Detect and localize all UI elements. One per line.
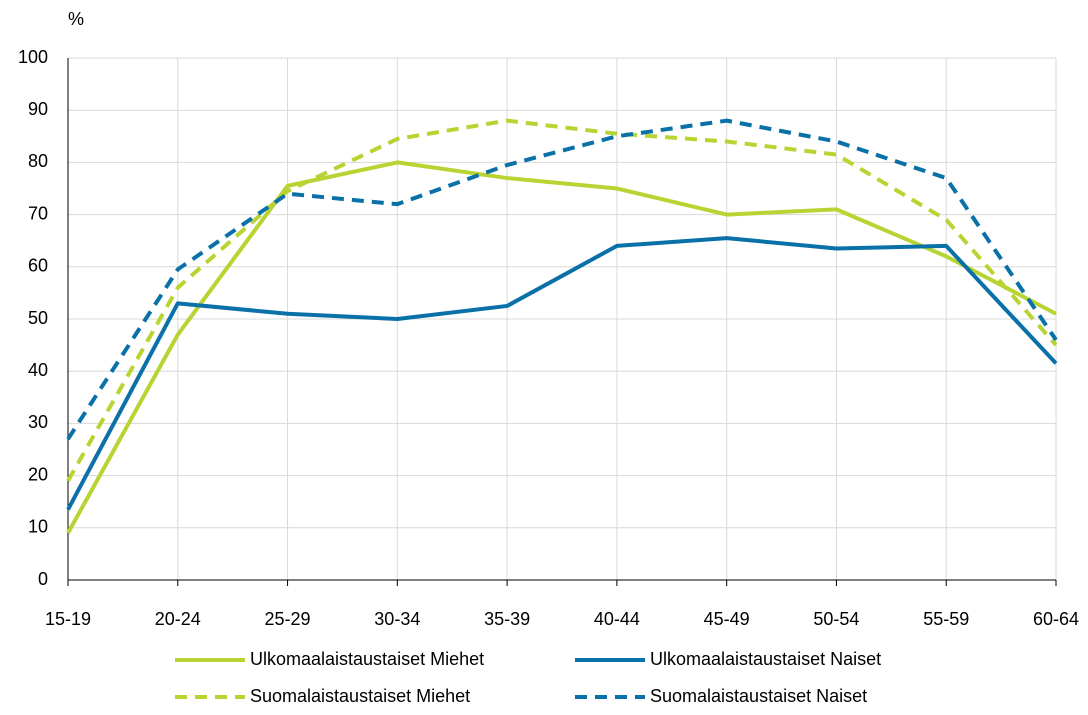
- legend-label: Ulkomaalaistaustaiset Naiset: [650, 649, 881, 669]
- x-tick-label: 45-49: [704, 609, 750, 629]
- x-tick-label: 30-34: [374, 609, 420, 629]
- y-tick-label: 20: [28, 464, 48, 484]
- y-tick-label: 100: [18, 47, 48, 67]
- x-tick-label: 20-24: [155, 609, 201, 629]
- y-tick-label: 50: [28, 308, 48, 328]
- legend-label: Suomalaistaustaiset Miehet: [250, 686, 470, 706]
- y-tick-label: 30: [28, 412, 48, 432]
- y-tick-label: 70: [28, 203, 48, 223]
- x-tick-label: 35-39: [484, 609, 530, 629]
- y-tick-label: 60: [28, 256, 48, 276]
- x-tick-label: 40-44: [594, 609, 640, 629]
- x-tick-label: 55-59: [923, 609, 969, 629]
- y-tick-label: 80: [28, 151, 48, 171]
- y-axis-label: %: [68, 9, 84, 29]
- line-series: [66, 118, 1058, 482]
- x-tick-label: 15-19: [45, 609, 91, 629]
- y-tick-label: 40: [28, 360, 48, 380]
- x-tick-label: 25-29: [265, 609, 311, 629]
- legend-label: Ulkomaalaistaustaiset Miehet: [250, 649, 484, 669]
- y-tick-label: 10: [28, 517, 48, 537]
- x-tick-label: 60-64: [1033, 609, 1079, 629]
- y-tick-label: 0: [38, 569, 48, 589]
- line-series: [66, 236, 1058, 511]
- y-tick-label: 90: [28, 99, 48, 119]
- line-series: [66, 118, 1058, 441]
- line-series: [66, 160, 1057, 534]
- x-tick-label: 50-54: [813, 609, 859, 629]
- legend-label: Suomalaistaustaiset Naiset: [650, 686, 867, 706]
